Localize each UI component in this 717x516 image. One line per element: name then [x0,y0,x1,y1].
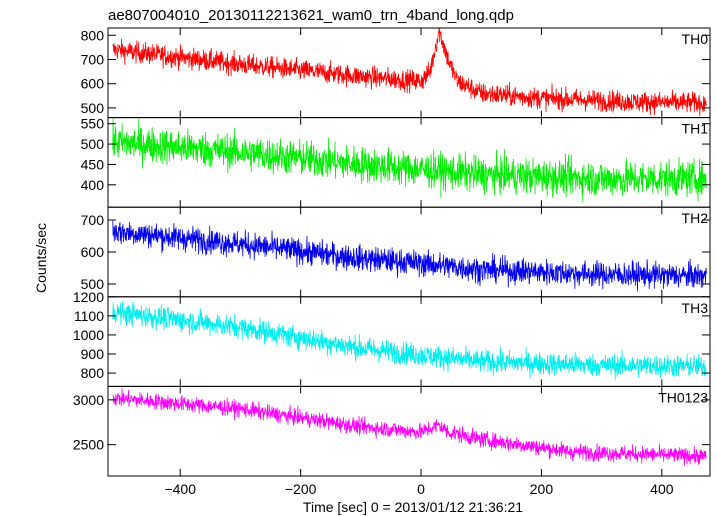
y-tick-label: 800 [81,365,105,381]
panel-label-th0123: TH0123 [658,389,708,405]
y-tick-label: 400 [81,177,105,193]
y-tick-label: 700 [81,51,105,67]
y-tick-label: 1000 [73,327,104,343]
y-tick-label: 500 [81,276,105,292]
y-tick-label: 1100 [74,308,104,324]
chart-title: ae807004010_20130112213621_wam0_trn_4ban… [108,7,514,24]
x-axis-label: Time [sec] 0 = 2013/01/12 21:36:21 [303,499,523,515]
y-tick-label: 500 [81,136,105,152]
y-tick-label: 900 [81,346,105,362]
panel-label-th1: TH1 [682,121,709,137]
panel-label-th3: TH3 [682,300,709,316]
x-tick-label: 400 [650,481,674,497]
panel-frame-th0123 [107,385,711,477]
panel-label-th2: TH2 [682,210,709,226]
x-tick-label: 200 [530,481,554,497]
y-tick-label: 800 [81,27,105,43]
y-tick-label: 450 [81,156,105,172]
y-tick-label: 700 [81,212,105,228]
panel-label-th0: TH0 [682,31,709,47]
series-line-th1 [112,117,707,202]
x-tick-label: −400 [164,481,196,497]
series-line-th0 [112,28,707,117]
series-line-th3 [112,300,707,380]
y-tick-label: 600 [81,76,105,92]
x-tick-label: −200 [285,481,317,497]
y-tick-label: 1200 [73,289,104,305]
y-tick-label: 500 [81,100,105,116]
y-tick-label: 600 [81,244,105,260]
panels-group: TH0500600700800TH1400450500550TH25006007… [73,27,711,497]
series-line-th0123 [112,388,707,467]
y-tick-label: 3000 [73,392,104,408]
y-tick-label: 2500 [73,437,104,453]
panel-frame-th3 [107,296,711,387]
y-axis-label: Counts/sec [33,223,49,293]
series-line-th2 [112,220,707,292]
x-tick-label: 0 [417,481,425,497]
y-tick-label: 550 [81,116,105,132]
